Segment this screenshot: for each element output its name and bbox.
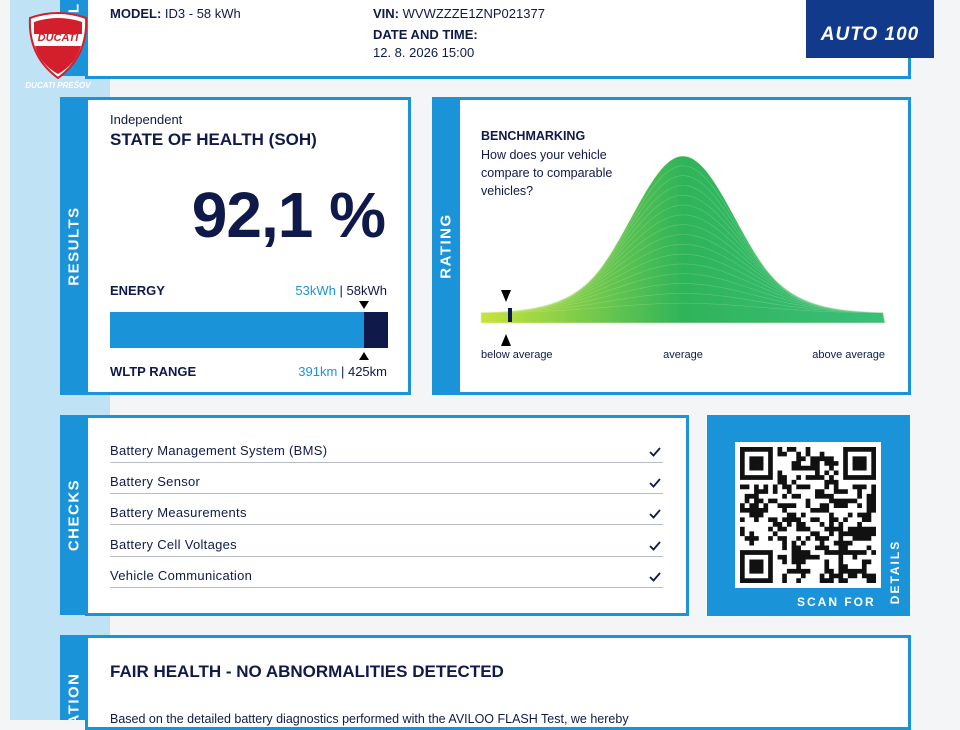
bar-current — [110, 312, 364, 348]
vehicle-marker — [501, 290, 511, 346]
model-label: MODEL: — [110, 6, 162, 21]
check-mark-path — [649, 509, 661, 520]
summary-card — [85, 635, 911, 730]
energy-label: ENERGY — [110, 283, 165, 298]
question-line: vehicles? — [481, 184, 534, 198]
results-strip: RESULTS — [60, 97, 88, 395]
check-item: Battery Sensor — [110, 474, 663, 495]
checks-card — [85, 415, 689, 616]
soh-value: 92,1 % — [191, 179, 386, 251]
check-mark — [649, 572, 661, 582]
section-label: ATION — [65, 672, 83, 720]
model: ID3 - 58 kWh — [164, 6, 241, 21]
dealer: DUCATI PREŠOV — [25, 81, 91, 90]
question-line: How does your vehicle — [481, 148, 607, 162]
partner-logo: AUTO 100 — [806, 0, 934, 58]
check-mark — [649, 447, 661, 457]
check-mark — [649, 541, 661, 551]
question-line: compare to comparable — [481, 166, 613, 180]
range-current: 391km — [298, 364, 338, 379]
vin-label: VIN: — [373, 6, 399, 21]
range-nominal: 425km — [347, 364, 387, 379]
brand-logo-text: DUCATI — [38, 32, 80, 44]
date: 12. 8. 2026 15:00 — [373, 45, 475, 60]
check-mark — [649, 509, 661, 520]
qr-caption: SCAN FOR — [797, 595, 876, 609]
summary-title: FAIR HEALTH - NO ABNORMALITIES DETECTED — [110, 662, 504, 681]
check-item: Vehicle Communication — [110, 568, 663, 588]
partner-logo-text: AUTO 100 — [820, 24, 920, 45]
check-mark-path — [649, 541, 661, 551]
check-item: Battery Cell Voltages — [110, 537, 663, 557]
header-card — [85, 0, 911, 79]
rating-title: BENCHMARKING — [481, 129, 586, 143]
section-label: RESULTS — [65, 206, 83, 286]
benchmark-curve — [480, 155, 886, 346]
vehicle-marker-line — [508, 308, 512, 322]
range-label: WLTP RANGE — [110, 364, 197, 379]
rating-strip: RATING — [432, 97, 460, 395]
date-label: DATE AND TIME: — [373, 27, 478, 42]
section-label: CHECKS — [65, 478, 83, 552]
soh-title: STATE OF HEALTH (SOH) — [110, 130, 317, 149]
separator: | — [339, 283, 343, 298]
qr-modules — [740, 447, 876, 583]
check-mark-path — [649, 572, 661, 582]
curve-layer — [480, 302, 886, 324]
check-mark — [649, 478, 661, 489]
section-label: RATING — [437, 213, 455, 279]
summary-text: Based on the detailed battery diagnostic… — [110, 712, 629, 726]
scale-label: above average — [812, 349, 885, 361]
brand-logo: DUCATI — [28, 12, 88, 80]
separator: | — [340, 364, 345, 379]
qr-code — [735, 442, 881, 588]
summary-strip: ATION — [60, 635, 88, 720]
checks-strip: CHECKS — [60, 415, 88, 615]
energy-nominal: 58kWh — [346, 283, 387, 298]
bar-loss — [364, 312, 388, 348]
eyebrow: Independent — [110, 112, 183, 127]
energy-bar — [110, 301, 388, 360]
check-item: Battery Measurements — [110, 505, 663, 526]
energy-current: 53kWh — [295, 283, 336, 298]
check-mark-path — [649, 447, 661, 457]
scale-label: below average — [481, 349, 553, 361]
check-item: Battery Management System (BMS) — [110, 443, 663, 463]
vin: WVWZZZE1ZNP021377 — [402, 6, 545, 21]
check-mark-path — [649, 478, 661, 489]
qr-caption-vertical: DETAILS — [888, 539, 902, 605]
scale-label: average — [663, 349, 703, 361]
